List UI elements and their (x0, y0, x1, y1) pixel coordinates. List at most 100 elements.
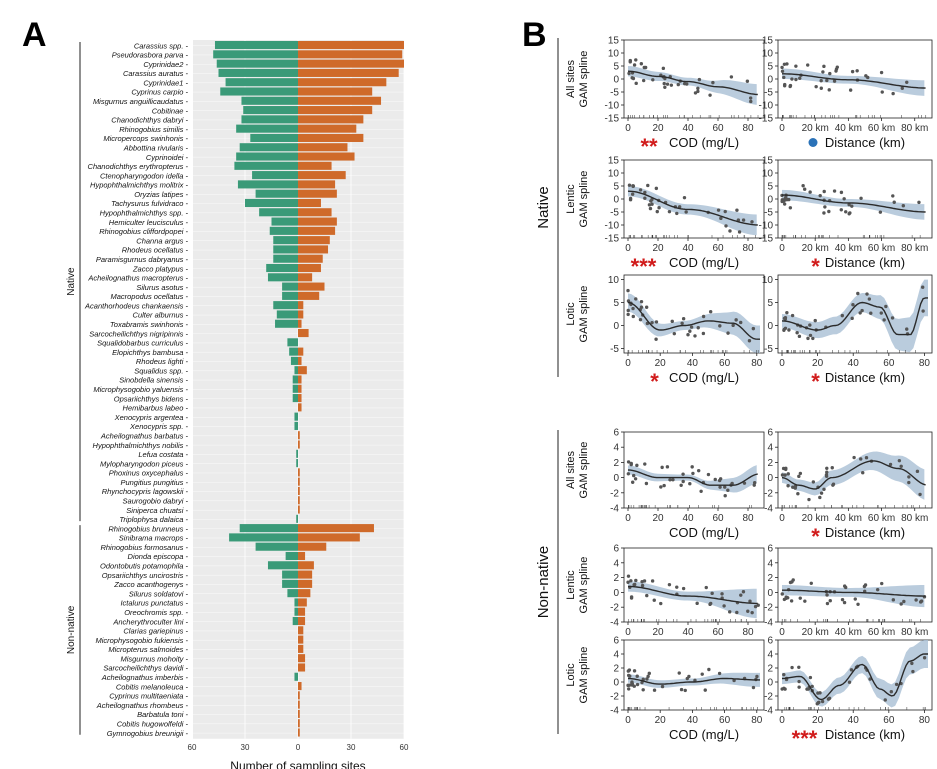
y-tick-label: -4 (610, 618, 619, 629)
data-point (811, 336, 815, 341)
data-point (671, 478, 675, 482)
data-point (786, 596, 790, 600)
x-axis-title: Distance (km) (825, 727, 905, 742)
data-point (891, 91, 895, 96)
species-label: Microphysogobio fukiensis - (95, 636, 188, 645)
data-point (822, 189, 826, 194)
gam-curve (781, 460, 926, 490)
row-label: All sites (565, 60, 577, 98)
data-point (713, 477, 717, 482)
data-point (785, 310, 789, 315)
significance-stars: * (811, 369, 820, 394)
data-point (646, 674, 650, 679)
x-tick-label: 40 km (835, 627, 862, 638)
data-point (627, 668, 632, 672)
confidence-band (628, 186, 757, 236)
species-label: Sarcocheilichthys davidi - (103, 664, 188, 673)
data-point (783, 473, 787, 477)
data-point (626, 580, 630, 584)
bar-lotic (298, 347, 304, 356)
data-point (790, 77, 794, 81)
bar-lotic (298, 96, 382, 105)
data-point (643, 462, 647, 466)
x-tick-label: 20 (652, 243, 664, 254)
x-axis-title: Number of sampling sites (230, 759, 365, 769)
data-point (631, 480, 635, 484)
confidence-band (628, 581, 757, 619)
bar-lotic (298, 468, 300, 477)
bar-lotic (298, 700, 300, 709)
y-tick-label: -5 (764, 88, 773, 99)
data-point (831, 483, 835, 487)
data-point (867, 297, 872, 301)
data-point (821, 70, 825, 74)
data-point (891, 194, 895, 198)
bar-lotic (298, 542, 327, 551)
data-point (679, 483, 683, 488)
data-point (806, 336, 810, 341)
x-tick-label: 0 (779, 243, 785, 254)
data-point (806, 63, 810, 67)
bar-lotic (298, 719, 300, 728)
data-point (850, 204, 854, 208)
data-point (788, 84, 792, 89)
bar-lotic (298, 486, 300, 496)
x-tick-label: 40 (682, 513, 694, 524)
species-label: Pungitius pungitius - (120, 478, 188, 487)
data-point (785, 62, 789, 66)
data-point (813, 318, 817, 323)
data-point (805, 687, 809, 691)
bar-lotic (298, 561, 314, 570)
data-point (646, 183, 650, 188)
data-point (847, 680, 852, 684)
y-tick-label: 0 (613, 321, 619, 332)
bar-lentic (267, 561, 298, 570)
y-tick-label: 2 (767, 664, 773, 675)
data-point (650, 320, 654, 325)
panel-a-chart: A Carassius spp. -Pseudorasbora parva -Cy… (22, 16, 409, 769)
data-point (626, 687, 631, 691)
data-point (839, 190, 844, 195)
data-point (742, 481, 747, 485)
y-tick-label: 6 (767, 428, 773, 439)
x-tick-label: 60 km (868, 243, 895, 254)
data-point (676, 82, 680, 87)
y-tick-label: 6 (613, 428, 619, 439)
bar-lentic (289, 347, 298, 356)
x-tick-label: 80 (919, 715, 931, 726)
species-label: Barbatula toni - (137, 710, 188, 719)
bar-lotic (298, 607, 306, 616)
bar-lentic (287, 589, 298, 598)
bar-lotic (298, 384, 302, 393)
species-label: Dionda episcopa - (128, 552, 189, 561)
data-point (716, 208, 721, 212)
x-tick-label: 20 (652, 513, 664, 524)
y-tick-label: 5 (767, 62, 773, 73)
data-point (626, 288, 630, 293)
bar-lentic (294, 421, 298, 430)
data-point (847, 202, 851, 207)
bar-lotic (298, 273, 313, 282)
data-point (724, 224, 728, 228)
x-tick-label: 0 (625, 513, 631, 524)
data-point (679, 687, 684, 692)
bar-lentic (245, 198, 298, 208)
bar-lotic (298, 106, 373, 115)
data-point (708, 93, 712, 97)
data-point (832, 79, 837, 83)
species-label: Rhinogobius cliffordpopei - (99, 227, 188, 236)
x-axis-title: Distance (km) (825, 135, 905, 150)
gam-curve (627, 677, 760, 685)
bar-lentic (255, 542, 298, 551)
data-point (839, 208, 843, 212)
bar-lotic (298, 626, 304, 635)
data-point (681, 317, 686, 321)
data-point (802, 187, 807, 191)
data-point (675, 211, 679, 216)
data-point (915, 469, 920, 474)
bar-lentic (266, 263, 298, 273)
x-tick-label: 0 (625, 358, 631, 369)
data-point (823, 205, 827, 209)
data-point (789, 599, 794, 603)
x-tick-label: 40 (848, 358, 860, 369)
